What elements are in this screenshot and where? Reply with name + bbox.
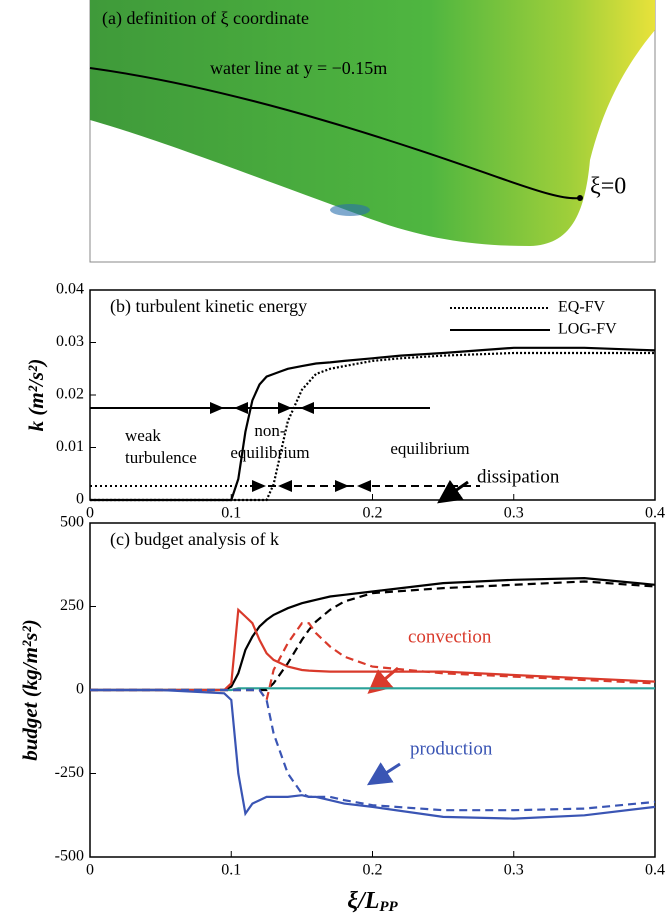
y-tick-label: 0.03 <box>56 333 84 350</box>
series-line <box>90 690 655 810</box>
x-axis-label-main: ξ/L <box>347 888 379 914</box>
x-tick-label: 0.1 <box>221 505 241 522</box>
water-line-label: water line at y = −0.15m <box>210 58 387 78</box>
chart-title: (b) turbulent kinetic energy <box>110 296 307 317</box>
x-tick-label: 0.3 <box>504 862 524 879</box>
label-arrow <box>372 764 400 782</box>
legend-label: EQ-FV <box>558 299 606 316</box>
x-tick-label: 0.2 <box>363 505 383 522</box>
y-axis-label: k (m²/s²) <box>24 359 48 432</box>
page: (a) definition of ξ coordinate water lin… <box>0 0 667 922</box>
hull-shading <box>330 204 370 216</box>
origin-point <box>577 195 583 201</box>
y-tick-label: 0 <box>76 681 84 698</box>
annotation: equilibrium <box>230 443 309 462</box>
panel-a: (a) definition of ξ coordinate water lin… <box>90 0 655 262</box>
figure: (a) definition of ξ coordinate water lin… <box>0 0 667 922</box>
x-tick-label: 0.4 <box>645 505 665 522</box>
origin-label: ξ=0 <box>590 174 626 200</box>
x-tick-label: 0.3 <box>504 505 524 522</box>
annotation: convection <box>408 626 492 647</box>
label-arrow <box>442 482 468 500</box>
series-line <box>90 582 655 691</box>
annotation: equilibrium <box>390 439 469 458</box>
y-axis-label: budget (kg/m²s²) <box>18 619 42 761</box>
annotation: dissipation <box>477 466 560 487</box>
annotation: non- <box>254 421 286 440</box>
panel-title: (a) definition of ξ coordinate <box>102 8 309 29</box>
series-line <box>90 348 655 500</box>
x-axis-label-sub: PP <box>379 899 398 915</box>
y-tick-label: 0.04 <box>56 281 84 298</box>
annotation: production <box>410 738 493 759</box>
series-line <box>90 610 655 690</box>
x-tick-label: 0.1 <box>221 862 241 879</box>
y-tick-label: 0 <box>76 491 84 508</box>
y-tick-label: 500 <box>60 514 84 531</box>
x-tick-label: 0.4 <box>645 862 665 879</box>
series-line <box>90 353 655 500</box>
legend-label: LOG-FV <box>558 321 617 338</box>
y-tick-label: 0.01 <box>56 438 84 455</box>
y-tick-label: 0.02 <box>56 386 84 403</box>
y-tick-label: -250 <box>55 764 84 781</box>
annotation: turbulence <box>125 448 197 467</box>
series-line <box>90 578 655 690</box>
annotation: weak <box>125 426 161 445</box>
series-line <box>90 690 655 819</box>
x-tick-label: 0.2 <box>363 862 383 879</box>
x-tick-label: 0 <box>86 505 94 522</box>
x-axis-label: ξ/LPP <box>347 888 398 916</box>
x-tick-label: 0 <box>86 862 94 879</box>
chart-title: (c) budget analysis of k <box>110 529 279 550</box>
y-tick-label: -500 <box>55 848 84 865</box>
y-tick-label: 250 <box>60 597 84 614</box>
